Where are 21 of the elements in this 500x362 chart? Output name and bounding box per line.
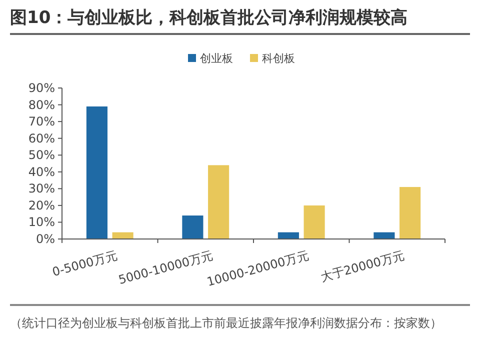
y-tick-label: 70% xyxy=(28,114,55,129)
bar xyxy=(86,106,108,239)
x-tick-label: 0-5000万元 xyxy=(50,248,119,280)
bar xyxy=(400,186,421,239)
bar xyxy=(208,165,230,239)
y-tick-label: 30% xyxy=(28,182,55,196)
y-tick-label: 0% xyxy=(36,232,55,246)
text: （统计口径为创业板与科创板首批上市前最近披露年报净利润数据分布：按家数） xyxy=(10,304,470,334)
legend-label: 创业板 xyxy=(200,52,233,65)
y-tick-label: 80% xyxy=(28,98,55,112)
chart-title: 图10：与创业板比，科创板首批公司净利润规模较高 xyxy=(10,6,470,35)
x-tick-label: 大于20000万元 xyxy=(319,248,406,284)
y-tick-label: 10% xyxy=(28,215,55,230)
y-tick-label: 60% xyxy=(28,131,55,146)
bar xyxy=(182,216,204,239)
bar xyxy=(304,205,325,239)
y-tick-label: 90% xyxy=(28,81,55,95)
y-tick-label: 20% xyxy=(28,198,55,212)
y-tick-label: 40% xyxy=(28,164,55,179)
legend-label: 科创板 xyxy=(262,52,295,65)
y-tick-label: 50% xyxy=(28,148,55,162)
